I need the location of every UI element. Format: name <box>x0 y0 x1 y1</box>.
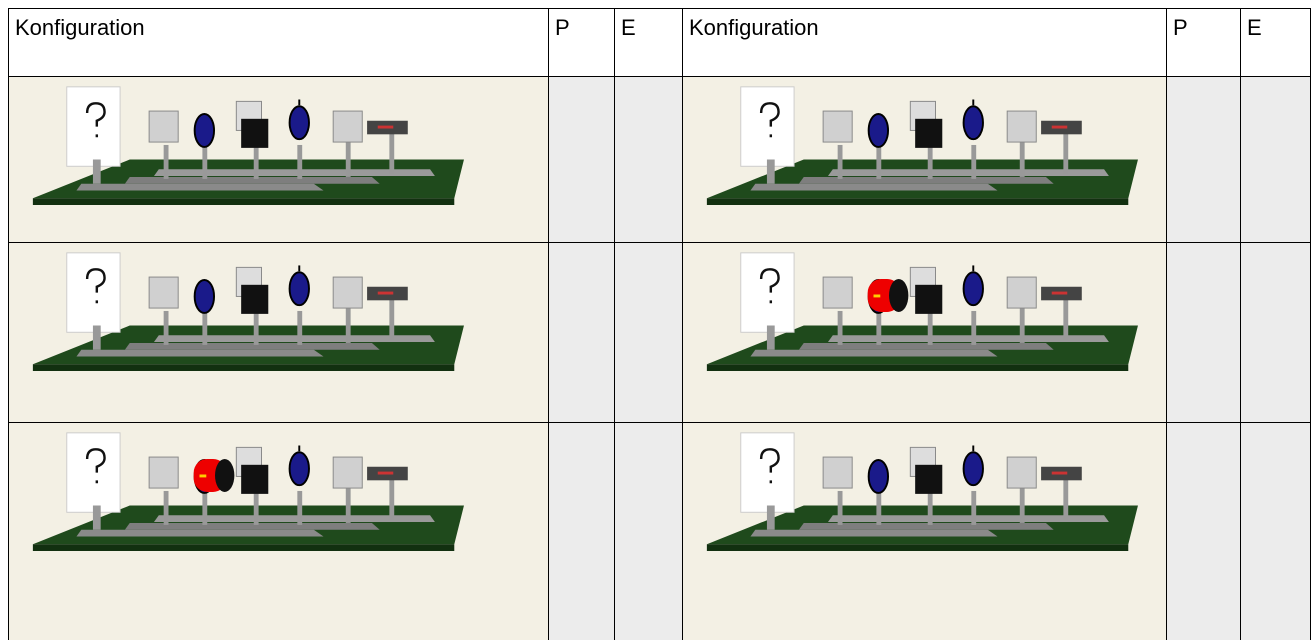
header-text: Konfiguration <box>15 15 145 40</box>
empty-cell <box>548 422 614 640</box>
bench-illustration <box>16 248 476 403</box>
empty-cell <box>548 76 614 242</box>
header-text: P <box>555 15 570 40</box>
empty-cell <box>1166 422 1240 640</box>
header-cell: P <box>548 8 614 76</box>
empty-cell <box>1240 76 1311 242</box>
bench <box>707 87 1138 205</box>
header-cell: Konfiguration <box>682 8 1166 76</box>
bench-illustration <box>690 82 1150 237</box>
empty-cell <box>1166 242 1240 422</box>
empty-cell <box>614 76 682 242</box>
header-cell: Konfiguration <box>8 8 548 76</box>
bench-illustration <box>690 428 1150 583</box>
red-cylinder <box>194 459 235 492</box>
empty-cell <box>548 242 614 422</box>
header-cell: E <box>1240 8 1311 76</box>
header-cell: P <box>1166 8 1240 76</box>
header-text: E <box>621 15 636 40</box>
bench-illustration <box>16 82 476 237</box>
empty-cell <box>1166 76 1240 242</box>
bench <box>33 433 464 551</box>
empty-cell <box>614 242 682 422</box>
empty-cell <box>1240 422 1311 640</box>
bench <box>33 253 464 371</box>
bench <box>707 433 1138 551</box>
header-cell: E <box>614 8 682 76</box>
header-text: E <box>1247 15 1262 40</box>
bench <box>33 87 464 205</box>
bench-illustration <box>690 248 1150 403</box>
header-text: P <box>1173 15 1188 40</box>
header-text: Konfiguration <box>689 15 819 40</box>
bench-illustration <box>16 428 476 583</box>
empty-cell <box>614 422 682 640</box>
red-cylinder <box>868 279 909 312</box>
bench <box>707 253 1138 371</box>
empty-cell <box>1240 242 1311 422</box>
